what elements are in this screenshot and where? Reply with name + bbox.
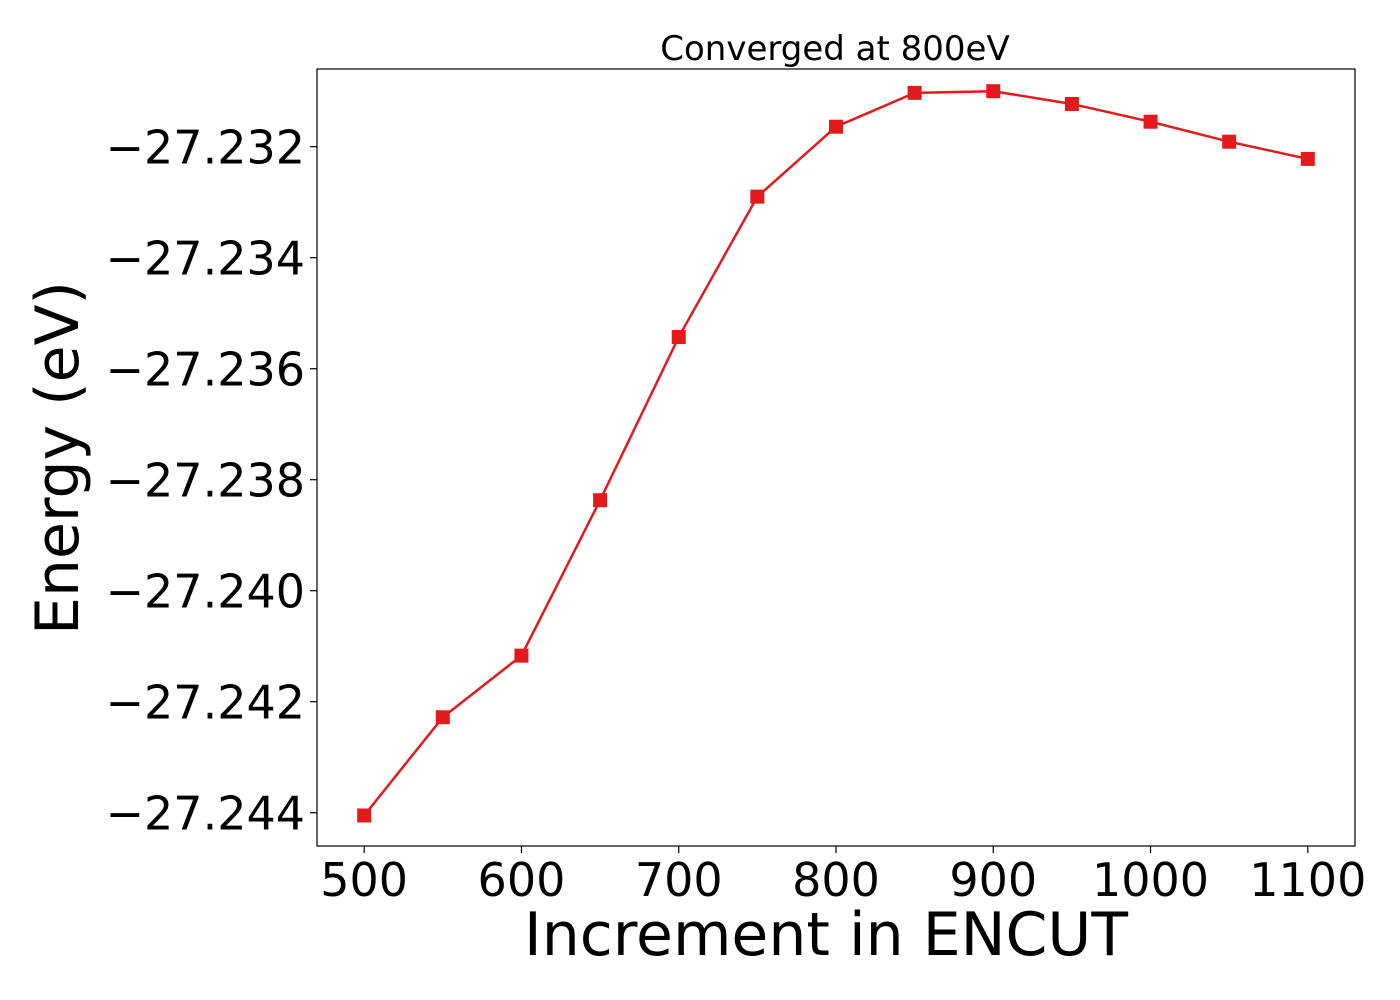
- data-point: [750, 189, 765, 204]
- data-point: [514, 648, 529, 663]
- x-tick-label: 1000: [1092, 853, 1209, 907]
- data-point: [357, 808, 372, 823]
- data-point: [1064, 96, 1079, 111]
- x-tick-label: 600: [478, 853, 566, 907]
- data-point: [907, 85, 922, 100]
- y-axis-label: Energy (eV): [23, 281, 93, 635]
- data-point: [593, 493, 608, 508]
- data-point: [1300, 151, 1315, 166]
- x-axis-label: Increment in ENCUT: [524, 900, 1128, 970]
- data-point: [829, 119, 843, 134]
- data-point: [671, 330, 686, 345]
- x-tick-label: 900: [949, 853, 1037, 907]
- y-tick-label: −27.238: [106, 454, 306, 508]
- y-tick-label: −27.242: [106, 676, 306, 730]
- chart-title: Converged at 800eV: [660, 29, 1009, 69]
- y-tick-label: −27.240: [106, 565, 306, 619]
- y-tick-label: −27.232: [106, 121, 306, 175]
- x-axis-ticks: 500 600 700 800 900 1000 1100: [320, 846, 1366, 907]
- x-tick-label: 800: [792, 853, 880, 907]
- y-axis-ticks: −27.232 −27.234 −27.236 −27.238 −27.240 −27.2…: [106, 121, 317, 841]
- series-line: [363, 89, 1309, 817]
- series-energy: [357, 84, 1315, 823]
- x-tick-label: 700: [635, 853, 723, 907]
- x-tick-label: 1100: [1249, 853, 1366, 907]
- data-point: [1222, 134, 1237, 149]
- plot-area: [316, 68, 1356, 847]
- data-point: [986, 84, 1001, 99]
- data-point: [435, 710, 450, 725]
- y-tick-label: −27.234: [106, 232, 306, 286]
- y-tick-label: −27.244: [106, 787, 306, 841]
- x-tick-label: 500: [320, 853, 408, 907]
- y-tick-label: −27.236: [106, 343, 306, 397]
- data-point: [1143, 114, 1158, 129]
